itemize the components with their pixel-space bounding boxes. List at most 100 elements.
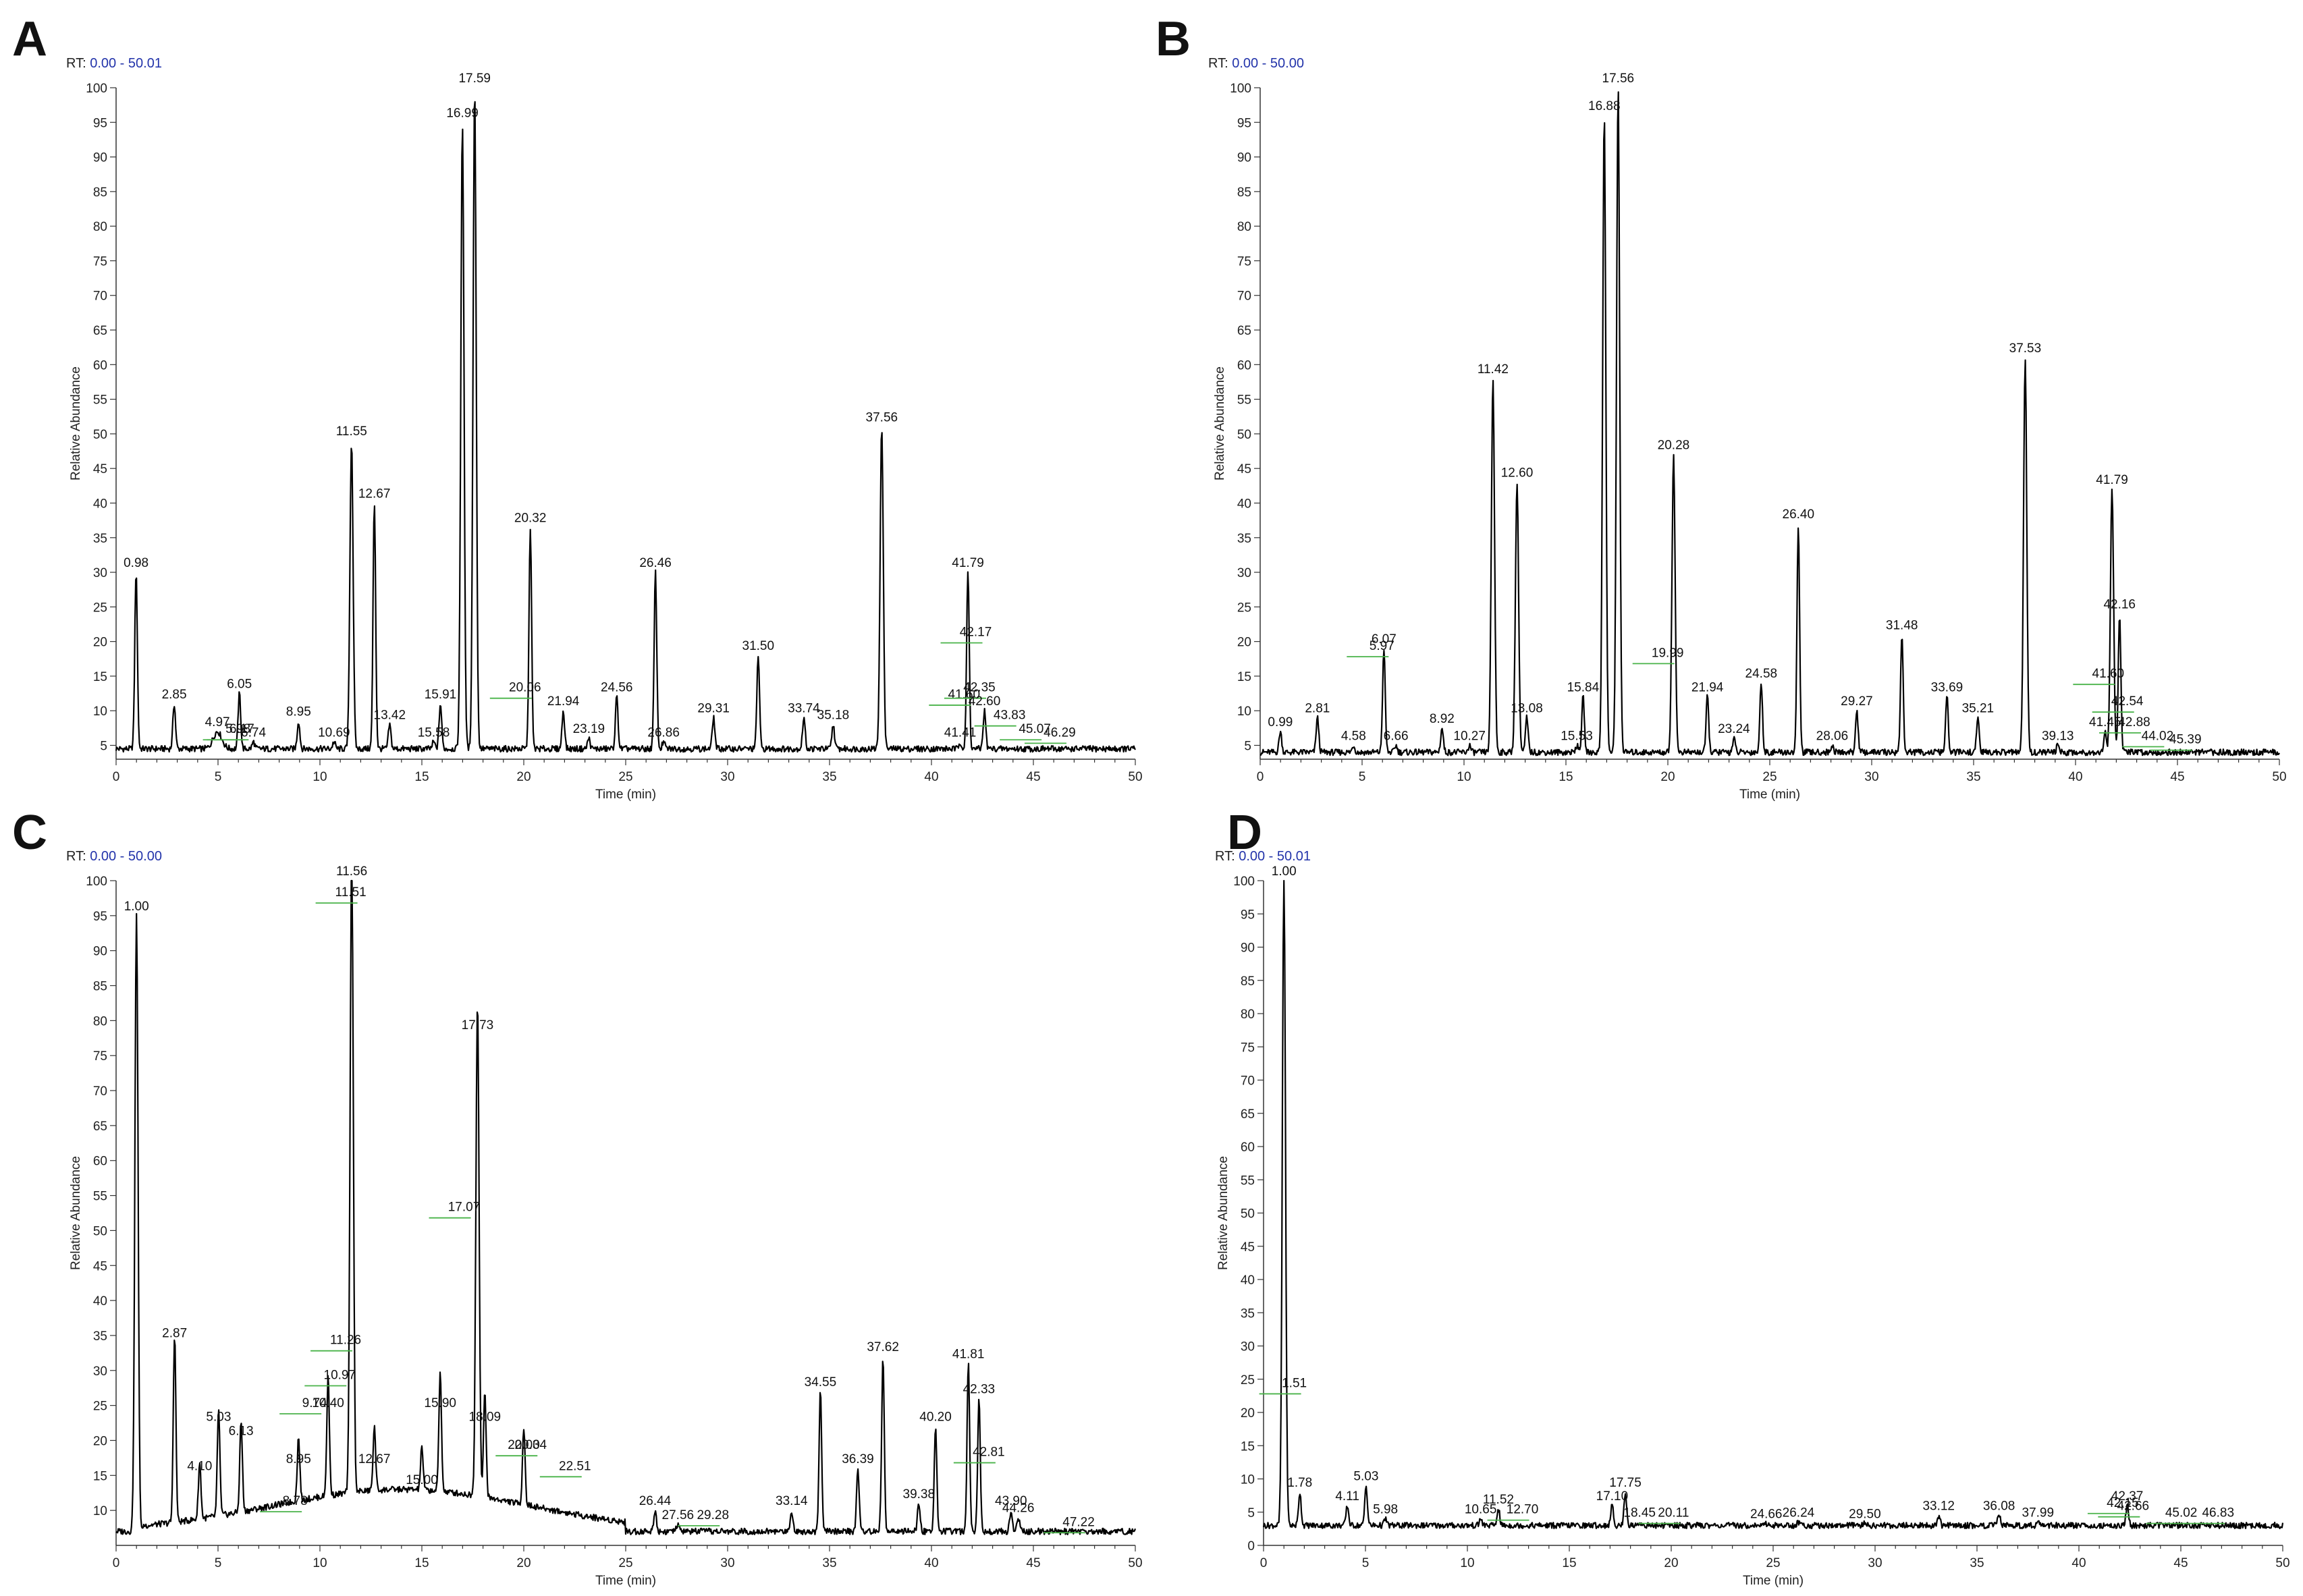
peak-label: 17.10 bbox=[1596, 1489, 1629, 1504]
peak-label: 11.56 bbox=[336, 864, 367, 879]
peak-label: 41.60 bbox=[2092, 667, 2125, 681]
peak-label: 41.81 bbox=[952, 1347, 985, 1361]
y-tick-label: 10 bbox=[1237, 705, 1251, 719]
y-tick-label: 70 bbox=[1237, 290, 1251, 304]
peak-label: 29.31 bbox=[697, 701, 730, 715]
peak-label: 15.53 bbox=[1561, 729, 1593, 743]
peak-label: 11.52 bbox=[1483, 1493, 1514, 1507]
y-tick-label: 55 bbox=[93, 1190, 107, 1204]
peak-label: 26.40 bbox=[1783, 507, 1815, 522]
peak-label: 42.17 bbox=[960, 626, 992, 640]
panel-letter: D bbox=[1227, 806, 1262, 860]
y-tick-label: 75 bbox=[1237, 254, 1251, 269]
peak-label: 12.70 bbox=[1507, 1503, 1539, 1517]
peak-label: 42.16 bbox=[2103, 598, 2136, 612]
peak-label: 21.94 bbox=[1691, 681, 1724, 695]
y-tick-label: 55 bbox=[1241, 1174, 1255, 1188]
y-tick-label: 65 bbox=[1237, 324, 1251, 338]
x-axis-title: Time (min) bbox=[1739, 788, 1800, 802]
y-tick-label: 50 bbox=[93, 428, 107, 442]
x-tick-label: 30 bbox=[720, 1556, 734, 1570]
peak-label: 20.28 bbox=[1658, 439, 1690, 453]
rt-range-label: RT: 0.00 - 50.00 bbox=[1208, 56, 1304, 71]
peak-label: 42.81 bbox=[973, 1446, 1005, 1460]
peak-label: 19.99 bbox=[1652, 646, 1684, 660]
x-tick-label: 10 bbox=[1457, 770, 1471, 784]
y-axis-title: Relative Abundance bbox=[1213, 366, 1227, 480]
peak-label: 33.12 bbox=[1922, 1499, 1955, 1514]
y-tick-label: 40 bbox=[1241, 1273, 1255, 1288]
peak-label: 18.09 bbox=[469, 1410, 502, 1425]
y-tick-label: 15 bbox=[1237, 670, 1251, 684]
peak-label: 2.85 bbox=[162, 688, 187, 702]
x-axis-title: Time (min) bbox=[595, 788, 656, 802]
peak-label: 39.38 bbox=[903, 1487, 936, 1502]
rt-range-value: 0.00 - 50.01 bbox=[90, 56, 162, 71]
peak-label: 39.13 bbox=[2042, 729, 2074, 743]
peak-label: 22.51 bbox=[559, 1459, 591, 1473]
x-tick-label: 50 bbox=[1128, 1556, 1142, 1570]
peak-label: 31.50 bbox=[742, 639, 775, 653]
x-tick-label: 20 bbox=[516, 1556, 531, 1570]
x-tick-label: 35 bbox=[1970, 1556, 1984, 1570]
peak-label: 9.74 bbox=[302, 1396, 327, 1410]
y-tick-label: 45 bbox=[1241, 1240, 1255, 1255]
x-tick-label: 10 bbox=[313, 1556, 327, 1570]
peak-label: 16.88 bbox=[1588, 99, 1621, 113]
x-tick-label: 5 bbox=[215, 770, 222, 784]
x-tick-label: 10 bbox=[1460, 1556, 1474, 1570]
y-tick-label: 95 bbox=[93, 116, 107, 130]
peak-label: 42.33 bbox=[963, 1382, 996, 1396]
peak-label: 33.74 bbox=[788, 701, 820, 715]
peak-label: 16.99 bbox=[446, 106, 479, 120]
peak-label: 5.98 bbox=[225, 722, 250, 736]
x-tick-label: 5 bbox=[215, 1556, 222, 1570]
peak-label: 6.07 bbox=[1372, 632, 1397, 646]
y-tick-label: 100 bbox=[86, 82, 107, 96]
peak-label: 44.02 bbox=[2142, 729, 2174, 743]
peak-label: 26.46 bbox=[639, 556, 672, 570]
y-tick-label: 90 bbox=[1241, 941, 1255, 956]
y-tick-label: 95 bbox=[93, 910, 107, 924]
chromatogram-trace bbox=[115, 879, 1137, 1535]
peak-label: 4.11 bbox=[1335, 1489, 1359, 1504]
x-tick-label: 25 bbox=[1766, 1556, 1780, 1570]
x-tick-label: 15 bbox=[1559, 770, 1573, 784]
peak-label: 42.54 bbox=[2111, 694, 2144, 709]
peak-label: 45.02 bbox=[2165, 1506, 2198, 1520]
peak-label: 4.97 bbox=[205, 715, 230, 730]
y-tick-label: 20 bbox=[93, 636, 107, 650]
peak-label: 33.14 bbox=[776, 1494, 808, 1508]
peak-label: 12.67 bbox=[358, 1452, 391, 1466]
peak-label: 5.98 bbox=[1373, 1503, 1398, 1517]
rt-prefix: RT: bbox=[66, 56, 90, 71]
peak-label: 40.20 bbox=[919, 1410, 952, 1425]
peak-label: 5.97 bbox=[1370, 639, 1394, 653]
x-tick-label: 5 bbox=[1362, 1556, 1370, 1570]
y-tick-label: 20 bbox=[1237, 636, 1251, 650]
y-tick-label: 20 bbox=[1241, 1406, 1255, 1421]
peak-label: 1.51 bbox=[1282, 1376, 1307, 1390]
y-tick-label: 60 bbox=[1241, 1140, 1255, 1155]
peak-label: 43.83 bbox=[994, 709, 1026, 723]
peak-label: 11.26 bbox=[330, 1333, 361, 1348]
peak-label: 11.55 bbox=[336, 424, 367, 439]
x-tick-label: 0 bbox=[113, 1556, 120, 1570]
peak-label: 6.17 bbox=[229, 722, 254, 736]
x-tick-label: 0 bbox=[1257, 770, 1264, 784]
y-tick-label: 25 bbox=[93, 1400, 107, 1414]
y-tick-label: 50 bbox=[1237, 428, 1251, 442]
y-tick-label: 80 bbox=[93, 1014, 107, 1028]
rt-prefix: RT: bbox=[1208, 56, 1232, 71]
x-tick-label: 0 bbox=[113, 770, 120, 784]
x-tick-label: 50 bbox=[2275, 1556, 2290, 1570]
x-tick-label: 10 bbox=[313, 770, 327, 784]
peak-label: 17.73 bbox=[462, 1018, 494, 1033]
y-axis-title: Relative Abundance bbox=[1216, 1156, 1230, 1270]
peak-label: 41.45 bbox=[2089, 715, 2121, 730]
peak-label: 36.08 bbox=[1983, 1499, 2015, 1514]
peak-label: 1.78 bbox=[1287, 1476, 1312, 1490]
peak-label: 28.06 bbox=[1816, 729, 1849, 743]
peak-label: 17.75 bbox=[1609, 1476, 1642, 1490]
y-tick-label: 85 bbox=[1237, 186, 1251, 200]
